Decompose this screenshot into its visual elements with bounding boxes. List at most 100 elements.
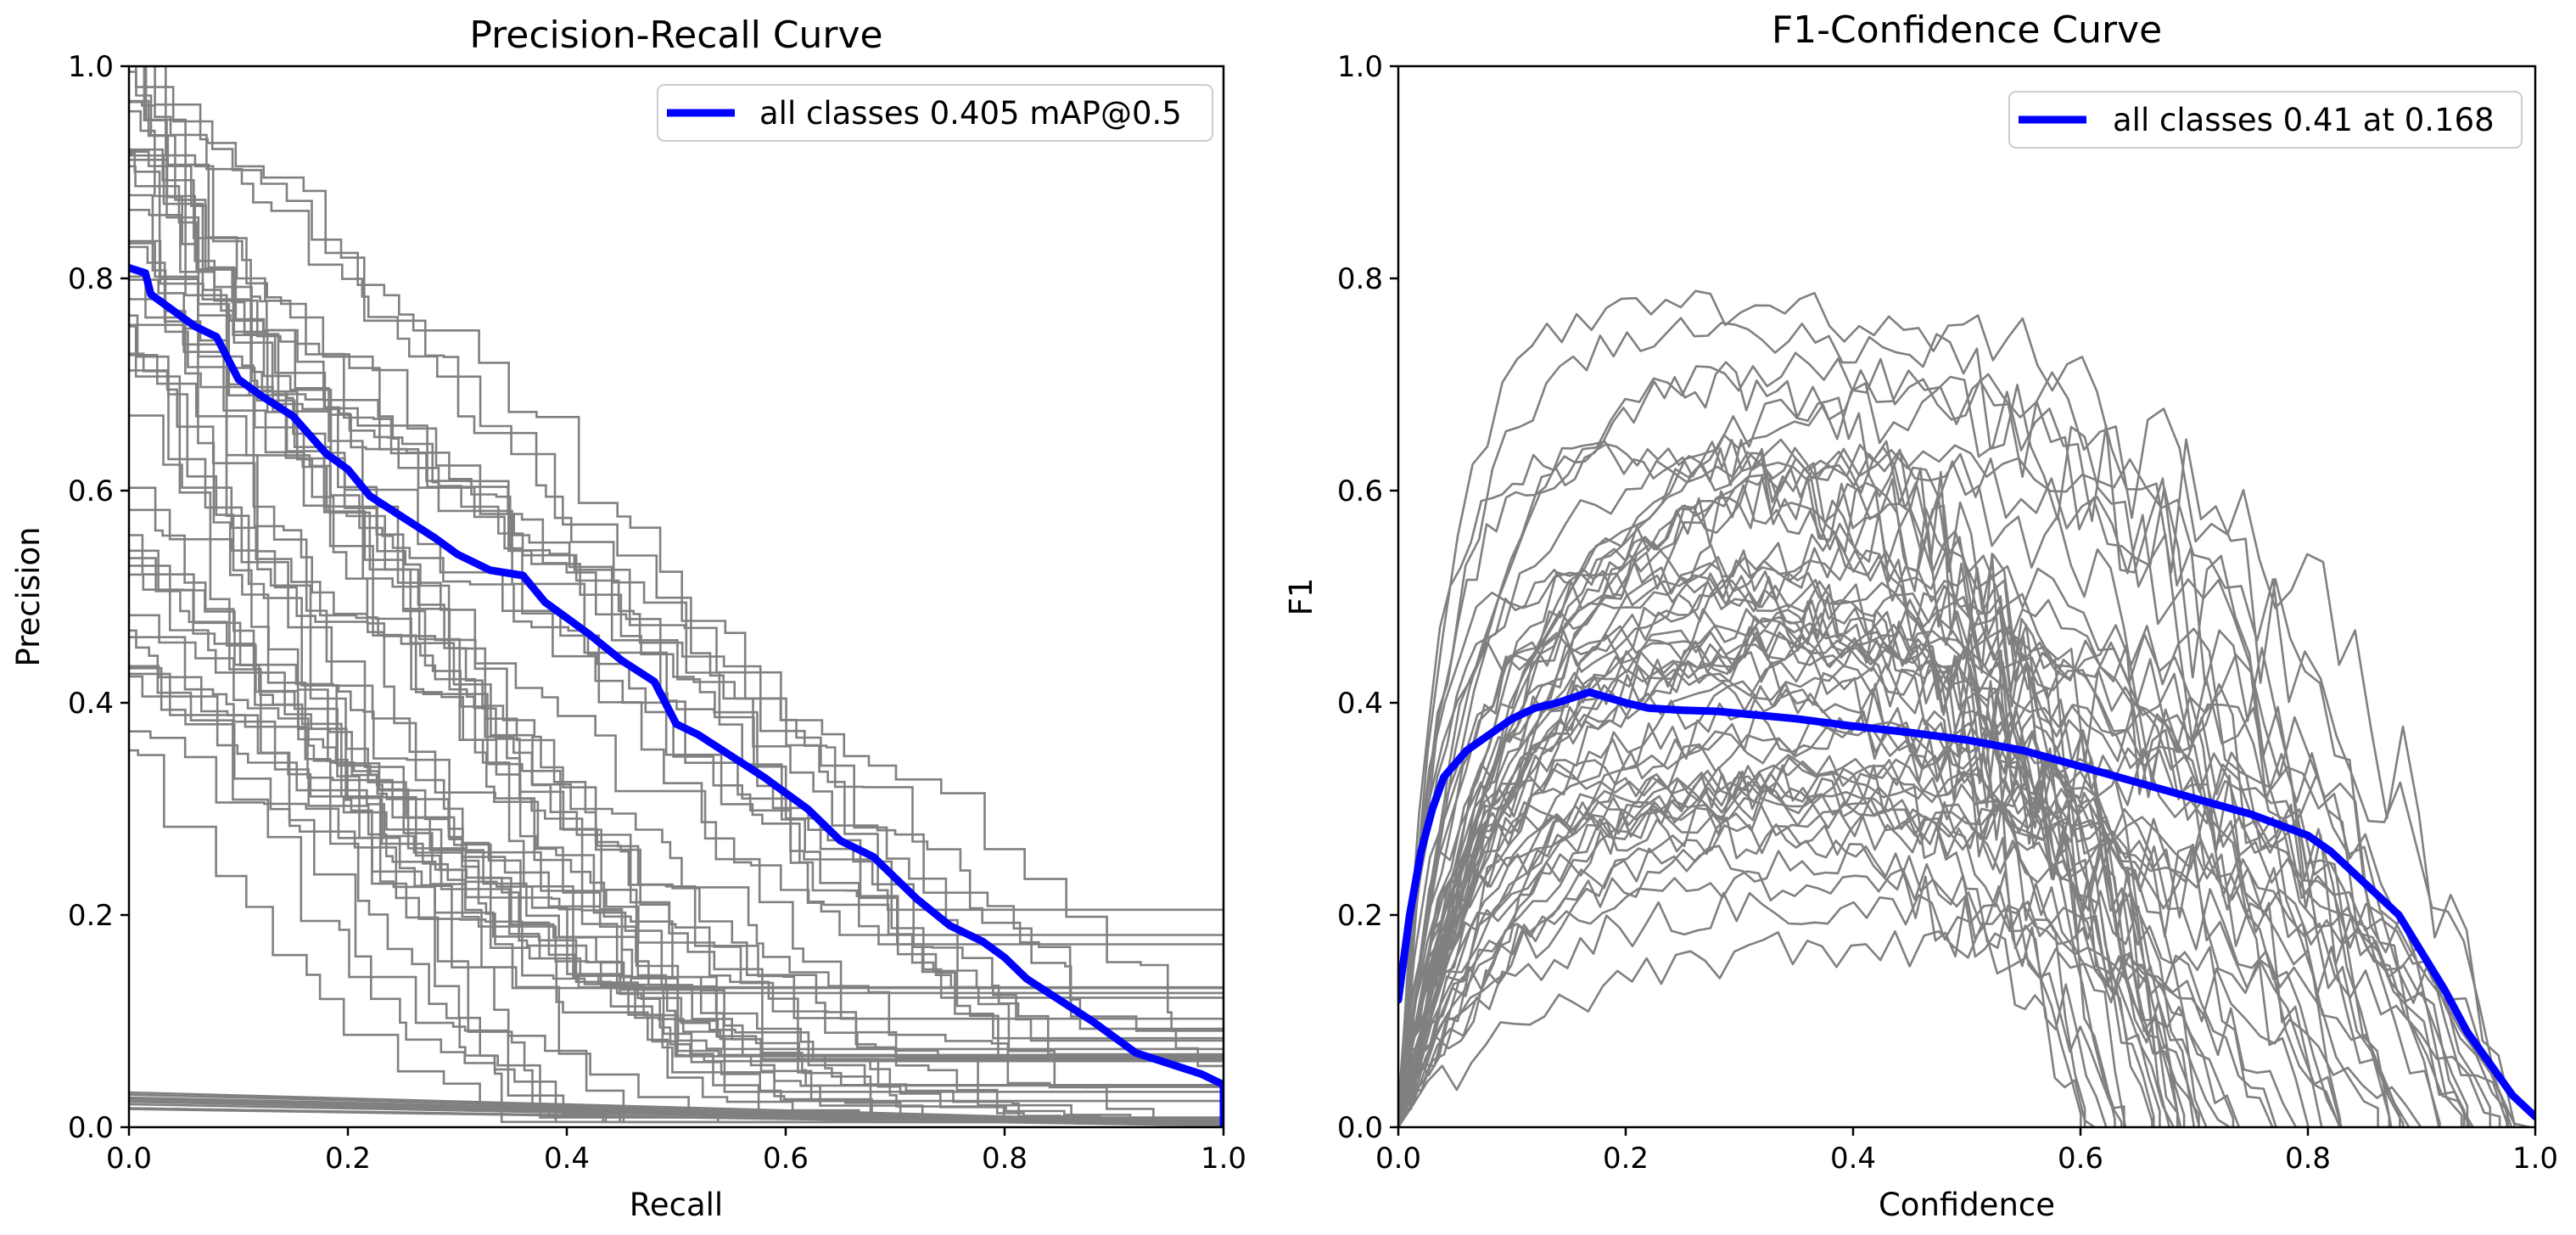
class-curve [129, 148, 1224, 1020]
class-curve [1398, 764, 2108, 1127]
class-curve [129, 100, 1224, 946]
class-curve [129, 636, 1224, 1124]
class-curve [1398, 662, 2405, 1127]
class-curve [1398, 439, 2127, 1127]
class-curve [129, 109, 1224, 1124]
class-curve [1398, 610, 2469, 1127]
class-curve [129, 150, 1224, 1058]
class-curve [129, 239, 1224, 999]
class-curve [129, 66, 1224, 1093]
y-tick-label: 1.0 [68, 50, 114, 84]
legend-label: all classes 0.41 at 0.168 [2113, 102, 2495, 138]
class-curve [1398, 438, 2323, 1127]
class-curve [1398, 626, 2401, 1127]
y-tick-label: 0.6 [68, 474, 114, 508]
x-tick-label: 0.6 [2058, 1142, 2103, 1176]
chart-title: Precision-Recall Curve [469, 14, 882, 57]
axis-ticks: 0.0 0.2 0.4 0.6 0.8 1.0 0.0 0.2 0.4 0.6 0.8 1.0 [1337, 50, 2558, 1176]
class-curve [129, 325, 1224, 1124]
legend-box [2008, 91, 2523, 149]
chart-title: F1-Confidence Curve [1772, 8, 2162, 52]
precision-recall-panel: 0.0 0.2 0.4 0.6 0.8 1.0 0.0 0.2 0.4 0.6 0.8 1.0 Pre… [10, 14, 1246, 1223]
class-curve [1398, 629, 2200, 1127]
class-curve [1398, 789, 2474, 1127]
x-tick-label: 0.4 [1830, 1142, 1876, 1176]
plot-frame [1397, 65, 2537, 1129]
class-curve [129, 749, 1224, 1124]
class-curve [1398, 813, 2277, 1127]
class-curve [129, 209, 1224, 1068]
x-tick-label: 0.8 [982, 1142, 1028, 1176]
class-curve [1398, 817, 2096, 1127]
class-curve [1398, 544, 2155, 1127]
all-classes-curve [129, 264, 1224, 1127]
class-curve [129, 534, 1224, 1124]
class-curve [1398, 891, 2310, 1127]
all-classes-curve-layer [129, 264, 1224, 1127]
x-tick-label: 0.0 [106, 1142, 152, 1176]
class-curve [1398, 547, 2466, 1127]
class-curve [129, 672, 1224, 1059]
x-tick-label: 0.0 [1375, 1142, 1421, 1176]
class-curve [1398, 921, 2422, 1127]
x-tick-label: 0.8 [2285, 1142, 2331, 1176]
class-curve [129, 194, 1224, 1119]
y-tick-label: 0.4 [68, 687, 114, 721]
y-tick-label: 1.0 [1337, 50, 1383, 84]
y-tick-label: 0.2 [68, 899, 114, 933]
class-curve [129, 665, 1224, 1063]
y-tick-label: 0.4 [1337, 687, 1383, 721]
per-class-curves [129, 66, 1224, 1127]
x-tick-label: 0.2 [325, 1142, 371, 1176]
class-curve [129, 152, 1224, 1124]
class-curve [1398, 843, 2231, 1127]
y-tick-label: 0.0 [1337, 1111, 1383, 1145]
y-tick-label: 0.2 [1337, 899, 1383, 933]
class-curve [1398, 449, 2463, 1127]
class-curve [1398, 472, 2186, 1127]
legend-box [657, 84, 1213, 142]
class-curve [129, 352, 1224, 1124]
y-tick-label: 0.6 [1337, 474, 1383, 508]
class-curve [1398, 369, 2516, 1127]
per-class-curves [1398, 289, 2531, 1127]
all-classes-curve [1398, 688, 2535, 1120]
legend: all classes 0.41 at 0.168 [2008, 91, 2523, 149]
y-tick-label: 0.0 [68, 1111, 114, 1145]
class-curve [129, 369, 1224, 1103]
class-curve [1398, 754, 2341, 1127]
class-curve [129, 314, 1224, 1124]
class-curve [129, 354, 1224, 1056]
class-curve [129, 298, 1224, 1030]
class-curve [129, 1093, 1224, 1125]
x-tick-label: 1.0 [1201, 1142, 1246, 1176]
y-tick-label: 0.8 [1337, 262, 1383, 296]
class-curve [1398, 783, 2200, 1127]
class-curve [1398, 681, 2274, 1127]
legend: all classes 0.405 mAP@0.5 [657, 84, 1213, 142]
class-curve [129, 154, 1224, 1057]
class-curve [129, 242, 1224, 936]
class-curve [129, 323, 1224, 1032]
class-curve [1398, 576, 2342, 1127]
class-curve [129, 573, 1224, 1051]
y-axis-label: F1 [1283, 578, 1319, 616]
x-tick-label: 0.2 [1603, 1142, 1649, 1176]
x-axis-label: Confidence [1879, 1187, 2055, 1223]
y-tick-label: 0.8 [68, 262, 114, 296]
class-curve [129, 1103, 1224, 1126]
class-curve [1398, 770, 2531, 1127]
class-curve [129, 1107, 1224, 1127]
class-curve [129, 70, 1224, 990]
x-tick-label: 0.4 [544, 1142, 590, 1176]
x-tick-label: 0.6 [763, 1142, 809, 1176]
class-curve [129, 66, 1224, 1042]
plot-frame [127, 65, 1225, 1129]
y-axis-label: Precision [10, 526, 47, 666]
class-curve [1398, 796, 2501, 1127]
class-curve [129, 549, 1224, 1120]
class-curve [129, 165, 1224, 995]
f1-confidence-panel: 0.0 0.2 0.4 0.6 0.8 1.0 0.0 0.2 0.4 0.6 0.8 1.0 F1-… [1283, 8, 2558, 1223]
class-curve [1398, 599, 2161, 1127]
legend-label: all classes 0.405 mAP@0.5 [759, 95, 1182, 132]
